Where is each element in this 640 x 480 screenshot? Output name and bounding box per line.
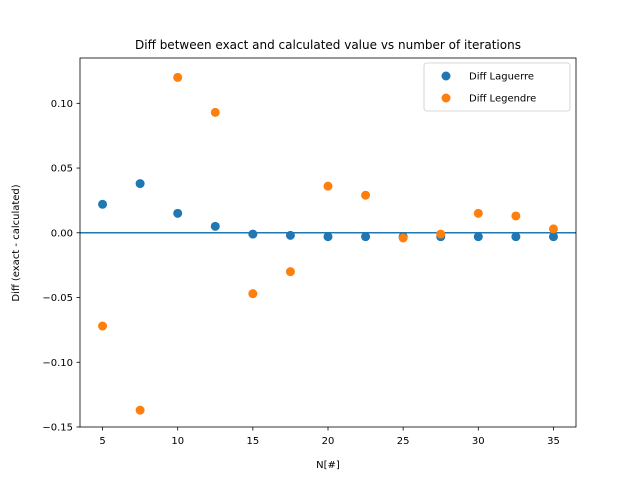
x-tick-label: 25: [397, 436, 410, 447]
data-point-legendre: [135, 405, 145, 415]
x-tick-label: 20: [322, 436, 335, 447]
x-tick-label: 10: [171, 436, 184, 447]
data-point-legendre: [436, 229, 446, 239]
data-point-laguerre: [361, 232, 371, 242]
data-point-laguerre: [285, 230, 295, 240]
data-point-legendre: [285, 267, 295, 277]
data-point-laguerre: [98, 199, 108, 209]
chart-title: Diff between exact and calculated value …: [135, 38, 521, 52]
y-tick-label: 0.05: [51, 164, 73, 175]
y-tick-label: 0.10: [51, 99, 73, 110]
plot-area: [80, 72, 576, 415]
y-axis-title: Diff (exact - calculated): [11, 184, 22, 301]
legend-label: Diff Legendre: [469, 94, 536, 105]
data-point-laguerre: [173, 208, 183, 218]
data-point-legendre: [548, 224, 558, 234]
data-point-legendre: [98, 321, 108, 331]
data-point-legendre: [398, 233, 408, 243]
data-point-legendre: [511, 211, 521, 221]
data-point-laguerre: [548, 232, 558, 242]
legend-box: [423, 62, 571, 112]
data-point-laguerre: [473, 232, 483, 242]
data-point-legendre: [248, 289, 258, 299]
x-tick-label: 35: [547, 436, 560, 447]
axes: 5 10 15 20 25 30 35 −0.15 −0.10 −0.05 0.00 0.05 0.10: [42, 99, 559, 447]
data-point-laguerre: [248, 229, 258, 239]
y-tick-label: −0.15: [42, 423, 73, 434]
data-point-laguerre: [323, 232, 333, 242]
data-point-legendre: [361, 190, 371, 200]
x-tick-label: 30: [472, 436, 485, 447]
legend-label: Diff Laguerre: [469, 72, 534, 83]
legend-marker: [441, 71, 451, 81]
data-point-legendre: [323, 181, 333, 191]
data-point-legendre: [473, 208, 483, 218]
data-point-laguerre: [210, 221, 220, 231]
x-tick-label: 5: [99, 436, 105, 447]
data-point-laguerre: [511, 232, 521, 242]
data-point-legendre: [173, 72, 183, 82]
x-tick-label: 15: [246, 436, 259, 447]
y-tick-label: −0.05: [42, 293, 73, 304]
plot-frame: [79, 57, 577, 428]
y-tick-label: 0.00: [51, 228, 73, 239]
y-tick-label: −0.10: [42, 358, 73, 369]
legend: Diff Laguerre Diff Legendre: [423, 62, 571, 112]
data-point-laguerre: [135, 179, 145, 189]
data-point-legendre: [210, 107, 220, 117]
legend-marker: [441, 93, 451, 103]
x-axis-title: N[#]: [316, 460, 340, 471]
